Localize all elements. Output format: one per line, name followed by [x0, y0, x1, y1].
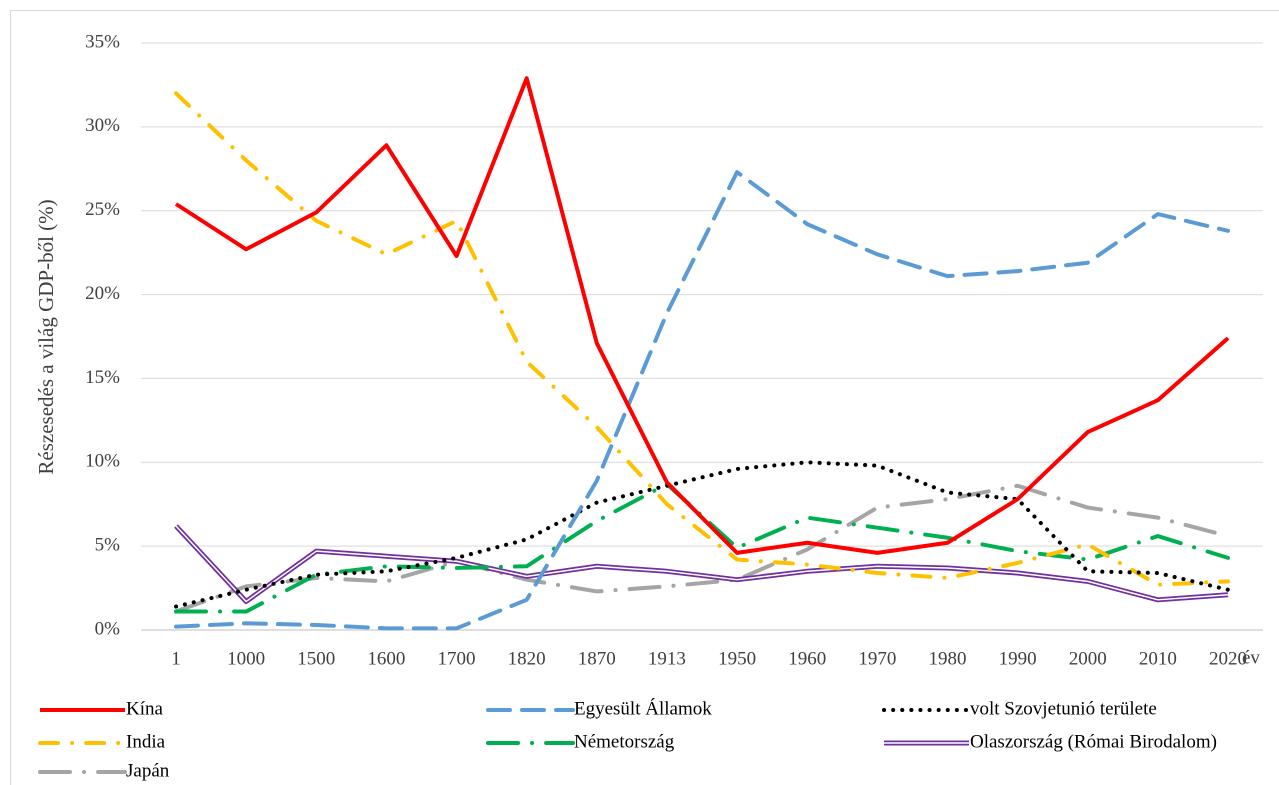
legend-label: Németország	[574, 731, 675, 752]
series-line	[174, 524, 1229, 604]
x-tick-label: 1950	[718, 648, 756, 669]
series-line	[174, 76, 1230, 555]
chart-border	[10, 10, 1279, 785]
y-tick-label: 0%	[95, 618, 121, 639]
x-tick-label: 1	[171, 648, 181, 669]
line-inner	[175, 525, 1229, 603]
legend-label: India	[126, 731, 166, 752]
y-tick-label: 10%	[85, 451, 120, 472]
y-tick-label: 30%	[85, 115, 120, 136]
series-line	[174, 170, 1230, 631]
x-tick-label: 1600	[367, 648, 405, 669]
y-axis-label: Részesedés a világ GDP-ből (%)	[34, 199, 58, 474]
y-tick-label: 20%	[85, 283, 120, 304]
x-tick-label: 1820	[508, 648, 546, 669]
y-tick-label: 15%	[85, 367, 120, 388]
x-tick-label: 2020	[1209, 648, 1247, 669]
legend-label: Japán	[126, 760, 170, 781]
x-tick-label: 2010	[1139, 648, 1177, 669]
x-tick-label: 1000	[227, 648, 265, 669]
legend-label: Egyesült Államok	[574, 697, 712, 719]
series-line	[174, 460, 1230, 609]
x-tick-label: 1990	[999, 648, 1037, 669]
x-tick-label: 1970	[858, 648, 896, 669]
x-tick-label: 1700	[438, 648, 476, 669]
y-tick-label: 5%	[95, 535, 121, 556]
x-tick-label: 1960	[788, 648, 826, 669]
legend-label: volt Szovjetunió területe	[970, 698, 1157, 719]
series-line	[174, 91, 1230, 587]
x-tick-label: 1500	[297, 648, 335, 669]
series-line	[174, 483, 1230, 614]
legend-label: Olaszország (Római Birodalom)	[970, 731, 1217, 752]
y-tick-label: 35%	[85, 31, 120, 52]
x-axis-label: év	[1242, 647, 1260, 668]
x-tick-label: 1913	[648, 648, 686, 669]
y-tick-label: 25%	[85, 199, 120, 220]
x-tick-label: 1870	[578, 648, 616, 669]
legend-label: Kína	[126, 698, 164, 719]
x-tick-label: 1980	[928, 648, 966, 669]
x-tick-label: 2000	[1069, 648, 1107, 669]
